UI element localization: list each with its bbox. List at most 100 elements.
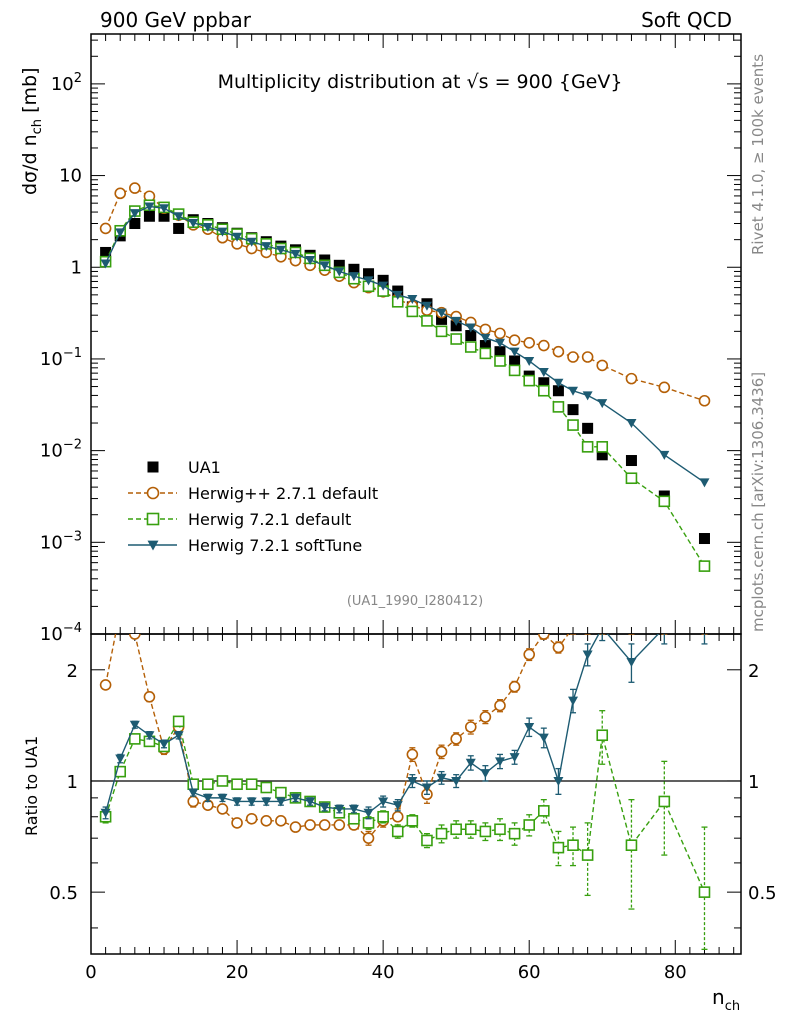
data-point — [508, 334, 521, 347]
data-point — [290, 249, 301, 259]
ratio-tick-label-right: 0.5 — [748, 883, 777, 904]
data-point — [421, 783, 432, 793]
data-point — [391, 825, 404, 838]
data-point — [552, 345, 565, 358]
data-point — [333, 819, 346, 831]
data-point — [231, 817, 243, 829]
y-tick-base: 10 — [40, 532, 63, 553]
data-point — [509, 347, 520, 357]
data-point — [378, 797, 389, 807]
data-point — [377, 810, 389, 823]
x-tick-label: 20 — [226, 962, 249, 983]
data-point — [494, 699, 506, 712]
data-point — [538, 377, 550, 389]
data-point — [625, 372, 638, 385]
data-point — [581, 849, 594, 861]
legend-entry: UA1 — [147, 458, 221, 477]
data-point — [494, 338, 505, 348]
data-point — [392, 801, 403, 811]
data-point — [523, 374, 536, 387]
data-point — [659, 450, 670, 460]
data-point — [553, 378, 564, 388]
data-point — [334, 267, 345, 277]
data-point — [421, 834, 433, 847]
ratio-axis-label: Ratio to UA1 — [22, 736, 41, 836]
data-point — [392, 290, 403, 300]
data-point — [261, 797, 272, 807]
data-point — [597, 399, 608, 409]
y-tick-base: 10 — [40, 441, 63, 462]
data-point — [363, 268, 375, 280]
data-point — [333, 259, 345, 271]
legend-entry: Herwig 7.2.1 softTune — [128, 536, 362, 555]
y-tick-label: 10−2 — [40, 438, 82, 462]
legend: UA1 Herwig++ 2.7.1 default Herwig 7.2.1 de… — [128, 458, 378, 555]
y-tick-base: 1 — [71, 257, 82, 278]
data-point — [698, 886, 711, 898]
data-point — [658, 495, 671, 508]
data-point — [538, 368, 549, 378]
data-point — [275, 797, 286, 807]
data-point — [494, 327, 506, 340]
legend-label: Herwig++ 2.7.1 default — [188, 484, 378, 503]
data-point — [231, 778, 243, 791]
header-left: 900 GeV ppbar — [100, 8, 252, 32]
data-point — [538, 384, 550, 397]
data-point — [245, 778, 258, 791]
ratio-tick-label: 2 — [67, 661, 78, 682]
data-point — [406, 815, 419, 827]
data-point — [275, 815, 287, 827]
data-point — [494, 355, 506, 367]
data-point — [450, 733, 462, 745]
data-point — [509, 355, 521, 367]
y-tick-exponent: −2 — [63, 438, 82, 453]
data-point — [363, 276, 374, 286]
ratio-herwig-7-2-1-default — [99, 710, 711, 951]
data-point — [480, 333, 491, 343]
y-axis-label: dσ/d nch [mb] — [19, 68, 45, 195]
y-tick-exponent: −3 — [63, 529, 82, 544]
data-point — [582, 391, 593, 401]
x-axis-label: nch — [712, 985, 740, 1014]
data-point — [144, 202, 155, 212]
data-point — [147, 461, 159, 473]
y-tick-label: 102 — [51, 71, 82, 95]
data-point — [435, 745, 448, 758]
data-point — [436, 308, 447, 318]
data-point — [479, 711, 492, 723]
legend-entry: Herwig++ 2.7.1 default — [128, 484, 378, 503]
y-axis-label-sub: ch — [30, 119, 45, 134]
data-point — [567, 839, 579, 852]
data-point — [143, 210, 155, 222]
data-point — [436, 773, 447, 783]
mcplots-label: mcplots.cern.ch [arXiv:1306.3436] — [749, 372, 767, 632]
data-point — [626, 657, 637, 667]
y-tick-exponent: 2 — [74, 71, 82, 86]
data-point — [552, 641, 565, 654]
data-point — [100, 808, 111, 818]
data-point — [318, 819, 331, 831]
data-point — [508, 680, 521, 693]
data-point — [552, 385, 564, 397]
main-series-layer — [99, 182, 711, 572]
data-point — [129, 634, 141, 640]
data-point — [377, 274, 389, 286]
data-point — [698, 533, 710, 545]
data-point — [363, 808, 374, 818]
data-point — [348, 263, 360, 275]
data-point — [465, 758, 476, 768]
chart-title: Multiplicity distribution at √s = 900 {G… — [218, 71, 623, 93]
ratio-tick-label-right: 1 — [748, 772, 759, 793]
data-point — [115, 754, 126, 764]
data-point — [450, 333, 462, 345]
data-point — [378, 281, 389, 291]
chart-title-sqrt: √s — [467, 71, 489, 93]
data-point — [568, 696, 579, 706]
data-point — [232, 797, 243, 807]
data-point — [319, 261, 330, 271]
data-point — [172, 715, 185, 728]
y-tick-label: 10−3 — [40, 529, 82, 553]
header-right: Soft QCD — [641, 8, 732, 32]
data-point — [246, 797, 257, 807]
